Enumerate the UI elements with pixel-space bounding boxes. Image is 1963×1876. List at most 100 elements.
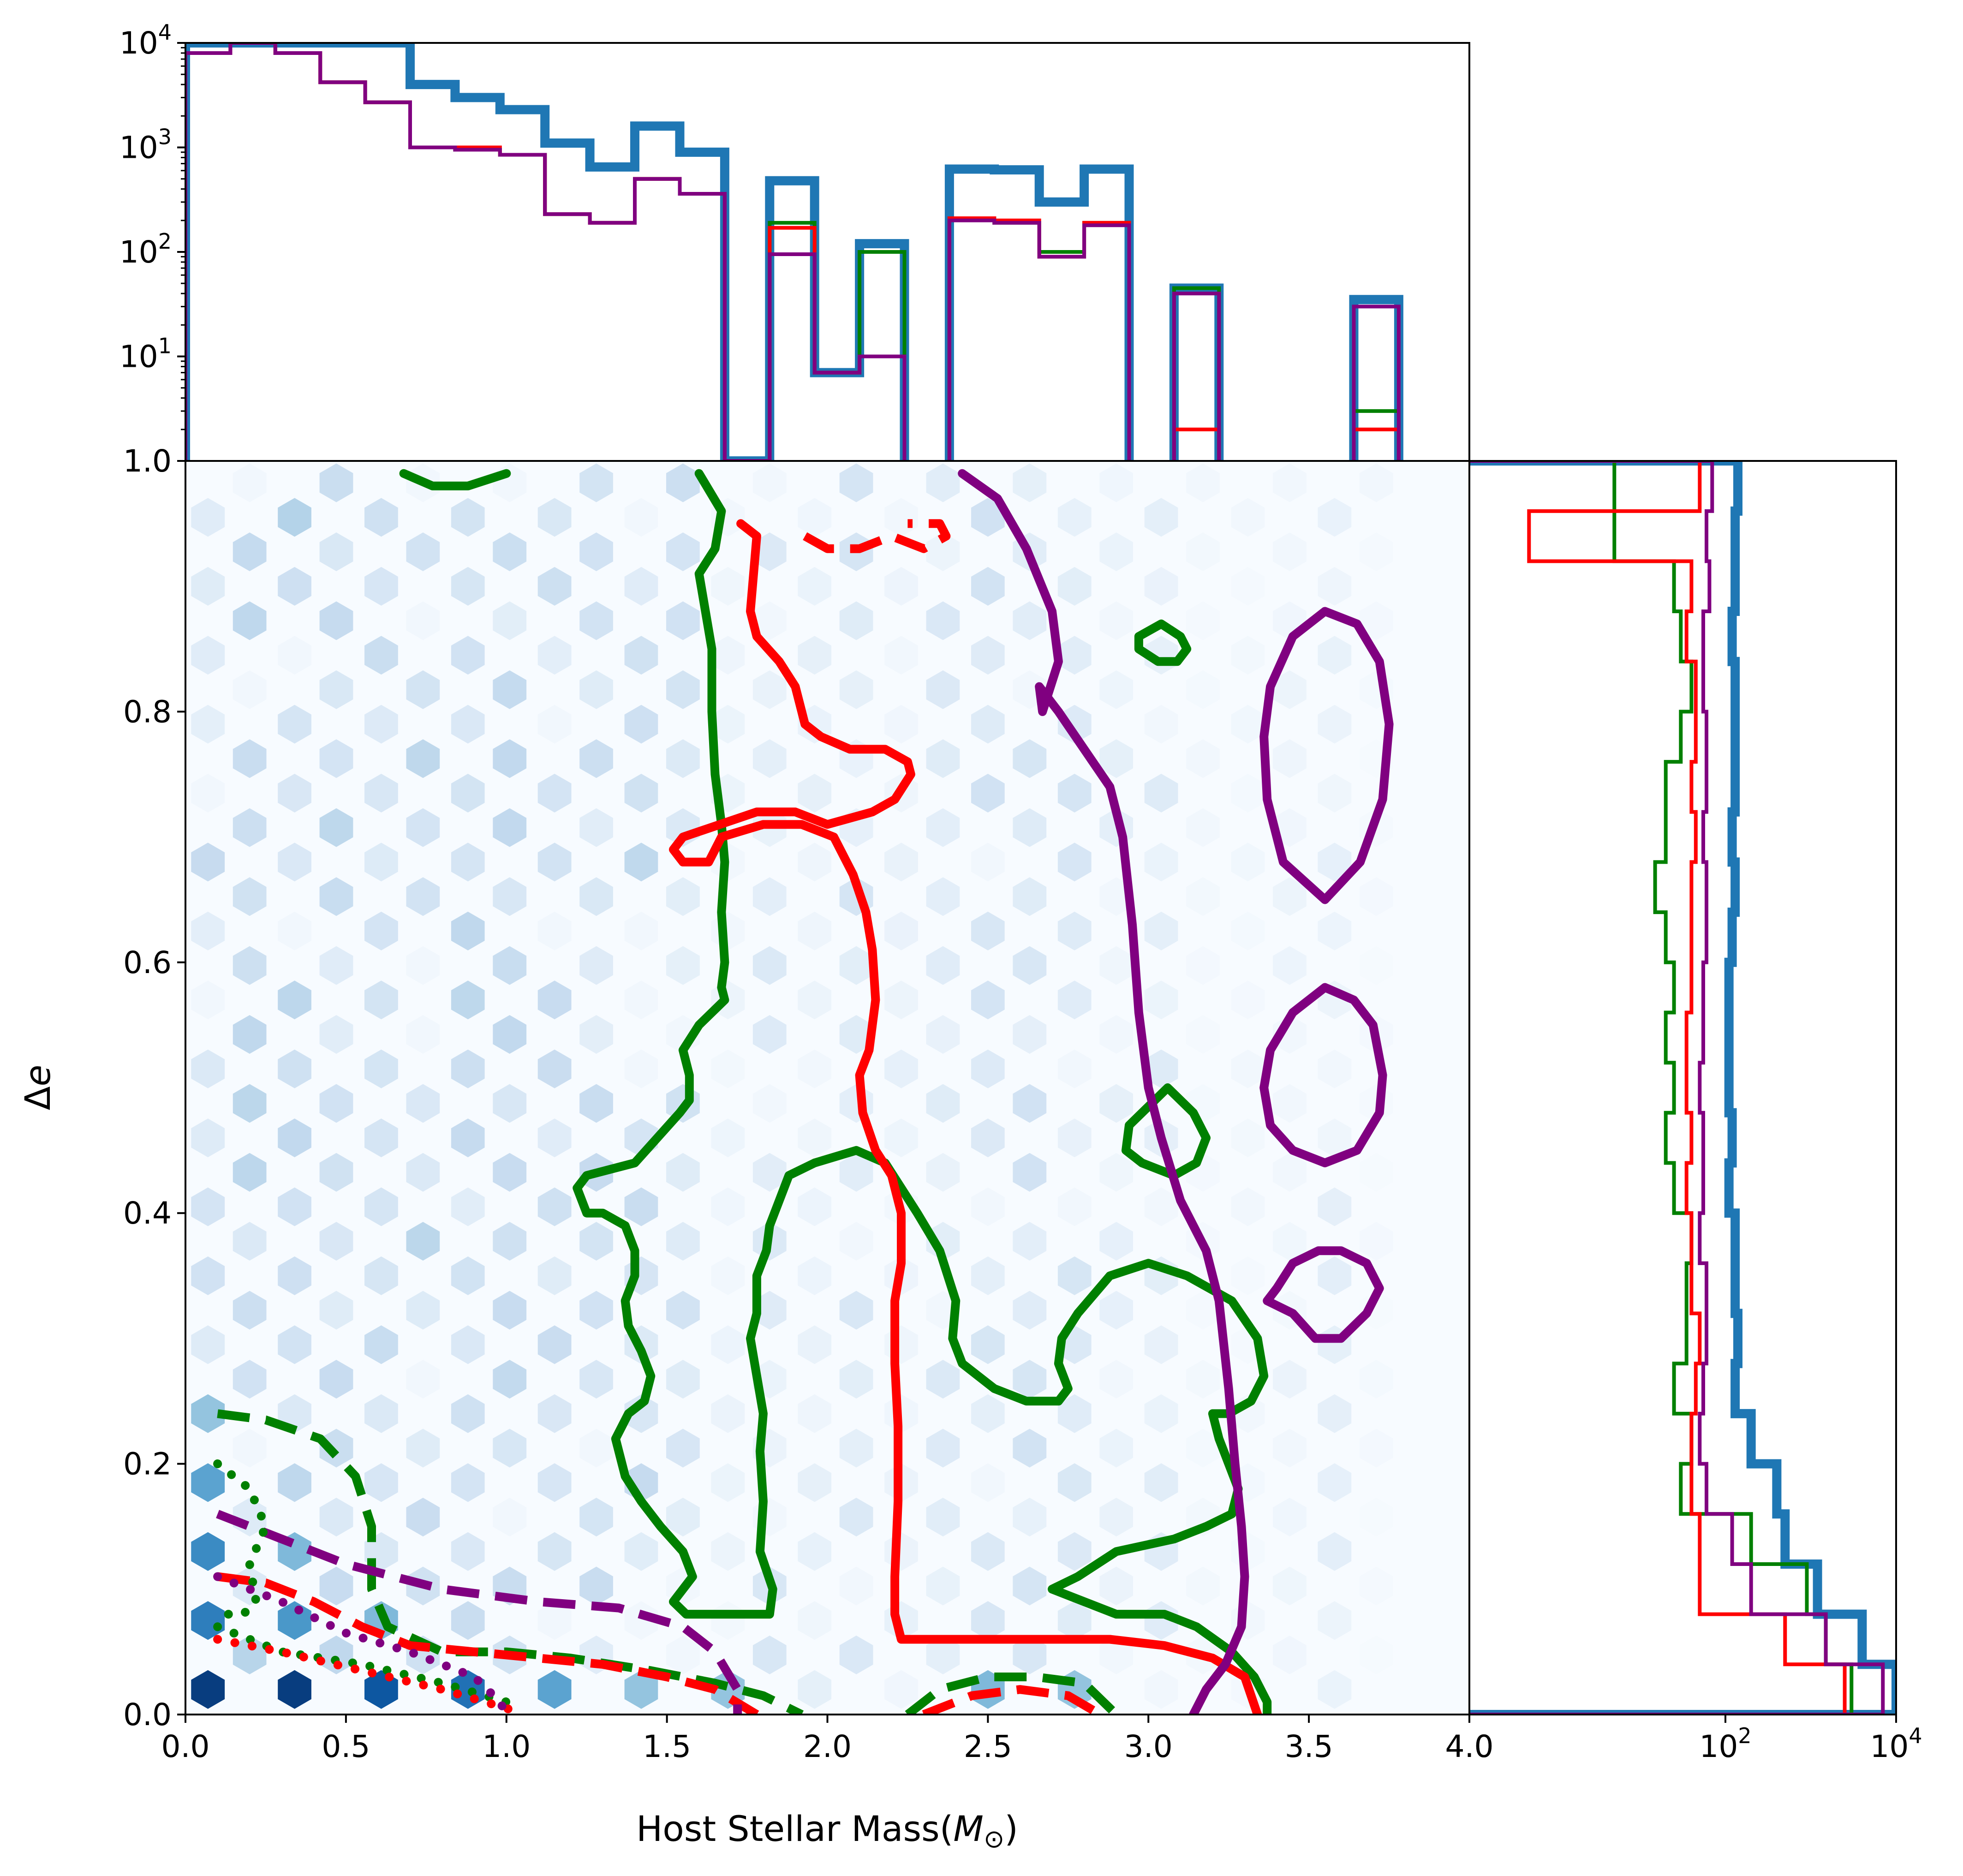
hexbin-cell: [191, 1187, 225, 1226]
hexbin-cell: [1231, 498, 1265, 537]
hexbin-cell: [493, 1290, 527, 1330]
hexbin-cell: [1318, 774, 1352, 813]
hexbin-cell: [579, 1498, 613, 1537]
hexbin-cell: [926, 739, 960, 778]
hexbin-cell: [711, 1187, 745, 1226]
hexbin-cell: [1099, 1153, 1133, 1192]
hexbin-cell: [451, 1049, 485, 1088]
contour-line-dashed: [217, 1409, 804, 1715]
hexbin-cell: [1099, 601, 1133, 640]
hexbin-cell: [926, 946, 960, 985]
hexbin-cell: [1057, 498, 1092, 537]
hexbin-cell: [537, 498, 572, 537]
hexbin-cell: [537, 1394, 572, 1433]
hexbin-cell: [278, 1118, 311, 1158]
hexbin-cell: [278, 636, 311, 675]
hexbin-cell: [1144, 980, 1178, 1020]
hexbin-cell: [233, 1222, 267, 1261]
top-y-tick-label: 102: [119, 229, 172, 270]
hexbin-cell: [1231, 1187, 1265, 1226]
hexbin-cell: [579, 1428, 613, 1468]
hexbin-cell: [451, 1601, 485, 1640]
hexbin-cell: [319, 877, 353, 916]
hexbin-cell: [1231, 636, 1265, 675]
hexbin-cell: [926, 532, 960, 571]
hexbin-cell: [1057, 1394, 1092, 1433]
hexbin-cell: [1231, 1118, 1265, 1158]
hexbin-cell: [493, 532, 527, 571]
hexbin-cell: [278, 1670, 311, 1709]
hexbin-cell: [798, 636, 831, 675]
hexbin-cell: [839, 1360, 873, 1399]
hexbin-cell: [579, 1084, 613, 1123]
right-histogram-bars: [1469, 461, 1896, 1715]
hexbin-cell: [233, 808, 267, 847]
hexbin-cell: [798, 842, 831, 882]
hexbin-cell: [1318, 1670, 1352, 1709]
hexbin-cell: [579, 1015, 613, 1054]
hexbin-cell: [1273, 532, 1307, 571]
hexbin-cell: [1359, 1360, 1393, 1399]
hexbin-cell: [884, 980, 918, 1020]
hexbin-cell: [451, 567, 485, 606]
hexbin-cell: [1359, 1290, 1393, 1330]
hexbin-cell: [666, 1360, 700, 1399]
hexbin-cell: [191, 1325, 225, 1364]
hexbin-cell: [1186, 1290, 1220, 1330]
hexbin-cell: [579, 1290, 613, 1330]
hexbin-cell: [493, 1084, 527, 1123]
hexbin-cell: [752, 739, 787, 778]
hexbin-cell: [752, 1015, 787, 1054]
hexbin-cell: [1318, 1601, 1352, 1640]
hexbin-cell: [926, 1635, 960, 1674]
hexbin-cell: [839, 1635, 873, 1674]
hexbin-cell: [406, 1360, 440, 1399]
x-tick-label: 2.0: [803, 1729, 852, 1764]
hexbin-cell: [884, 705, 918, 744]
hexbin-cell: [1273, 1428, 1307, 1468]
hexbin-cell: [278, 980, 311, 1020]
hexbin-cell: [579, 532, 613, 571]
hexbin-cell: [752, 670, 787, 709]
hexbin-cell: [451, 842, 485, 882]
hexbin-cell: [798, 1049, 831, 1088]
hexbin-cell: [839, 1566, 873, 1606]
hexbin-cell: [364, 1256, 398, 1296]
hexbin-cell: [624, 1532, 658, 1571]
hexbin-cell: [1186, 808, 1220, 847]
hexbin-cell: [926, 1084, 960, 1123]
contour-line-solid: [573, 469, 1272, 1715]
hexbin-cell: [1057, 636, 1092, 675]
hexbin-cell: [1099, 946, 1133, 985]
contour-line-dashed: [803, 519, 951, 553]
y-tick-label: 0.4: [123, 1195, 172, 1231]
hexbin-cell: [364, 1049, 398, 1088]
hexbin-cell: [1359, 1428, 1393, 1468]
hexbin-cell: [971, 911, 1005, 950]
hexbin-cell: [798, 1325, 831, 1364]
hexbin-cell: [752, 877, 787, 916]
hexbin-cell: [1144, 1463, 1178, 1502]
hexbin-cell: [1057, 1049, 1092, 1088]
hexbin-cell: [451, 1394, 485, 1433]
hexbin-cell: [406, 739, 440, 778]
hexbin-cell: [798, 1601, 831, 1640]
hexbin-cell: [233, 1635, 267, 1674]
hexbin-cell: [191, 1463, 225, 1502]
hexbin-cell: [666, 1153, 700, 1192]
contour-line-solid: [669, 519, 1262, 1715]
hexbin-cell: [752, 463, 787, 502]
hexbin-cell: [537, 1532, 572, 1571]
hexbin-cell: [1186, 877, 1220, 916]
hexbin-cell: [493, 601, 527, 640]
hexbin-cell: [798, 1256, 831, 1296]
hexbin-cell: [839, 1015, 873, 1054]
hexbin-cell: [537, 1601, 572, 1640]
hexbin-cell: [364, 980, 398, 1020]
hexbin-cell: [1144, 842, 1178, 882]
top-histogram-background: [185, 43, 1469, 461]
hexbin-cell: [278, 498, 311, 537]
x-axis-label: Host Stellar Mass(M⊙): [636, 1808, 1018, 1853]
hexbin-cell: [666, 1222, 700, 1261]
top-y-tick-label: 104: [119, 20, 172, 61]
